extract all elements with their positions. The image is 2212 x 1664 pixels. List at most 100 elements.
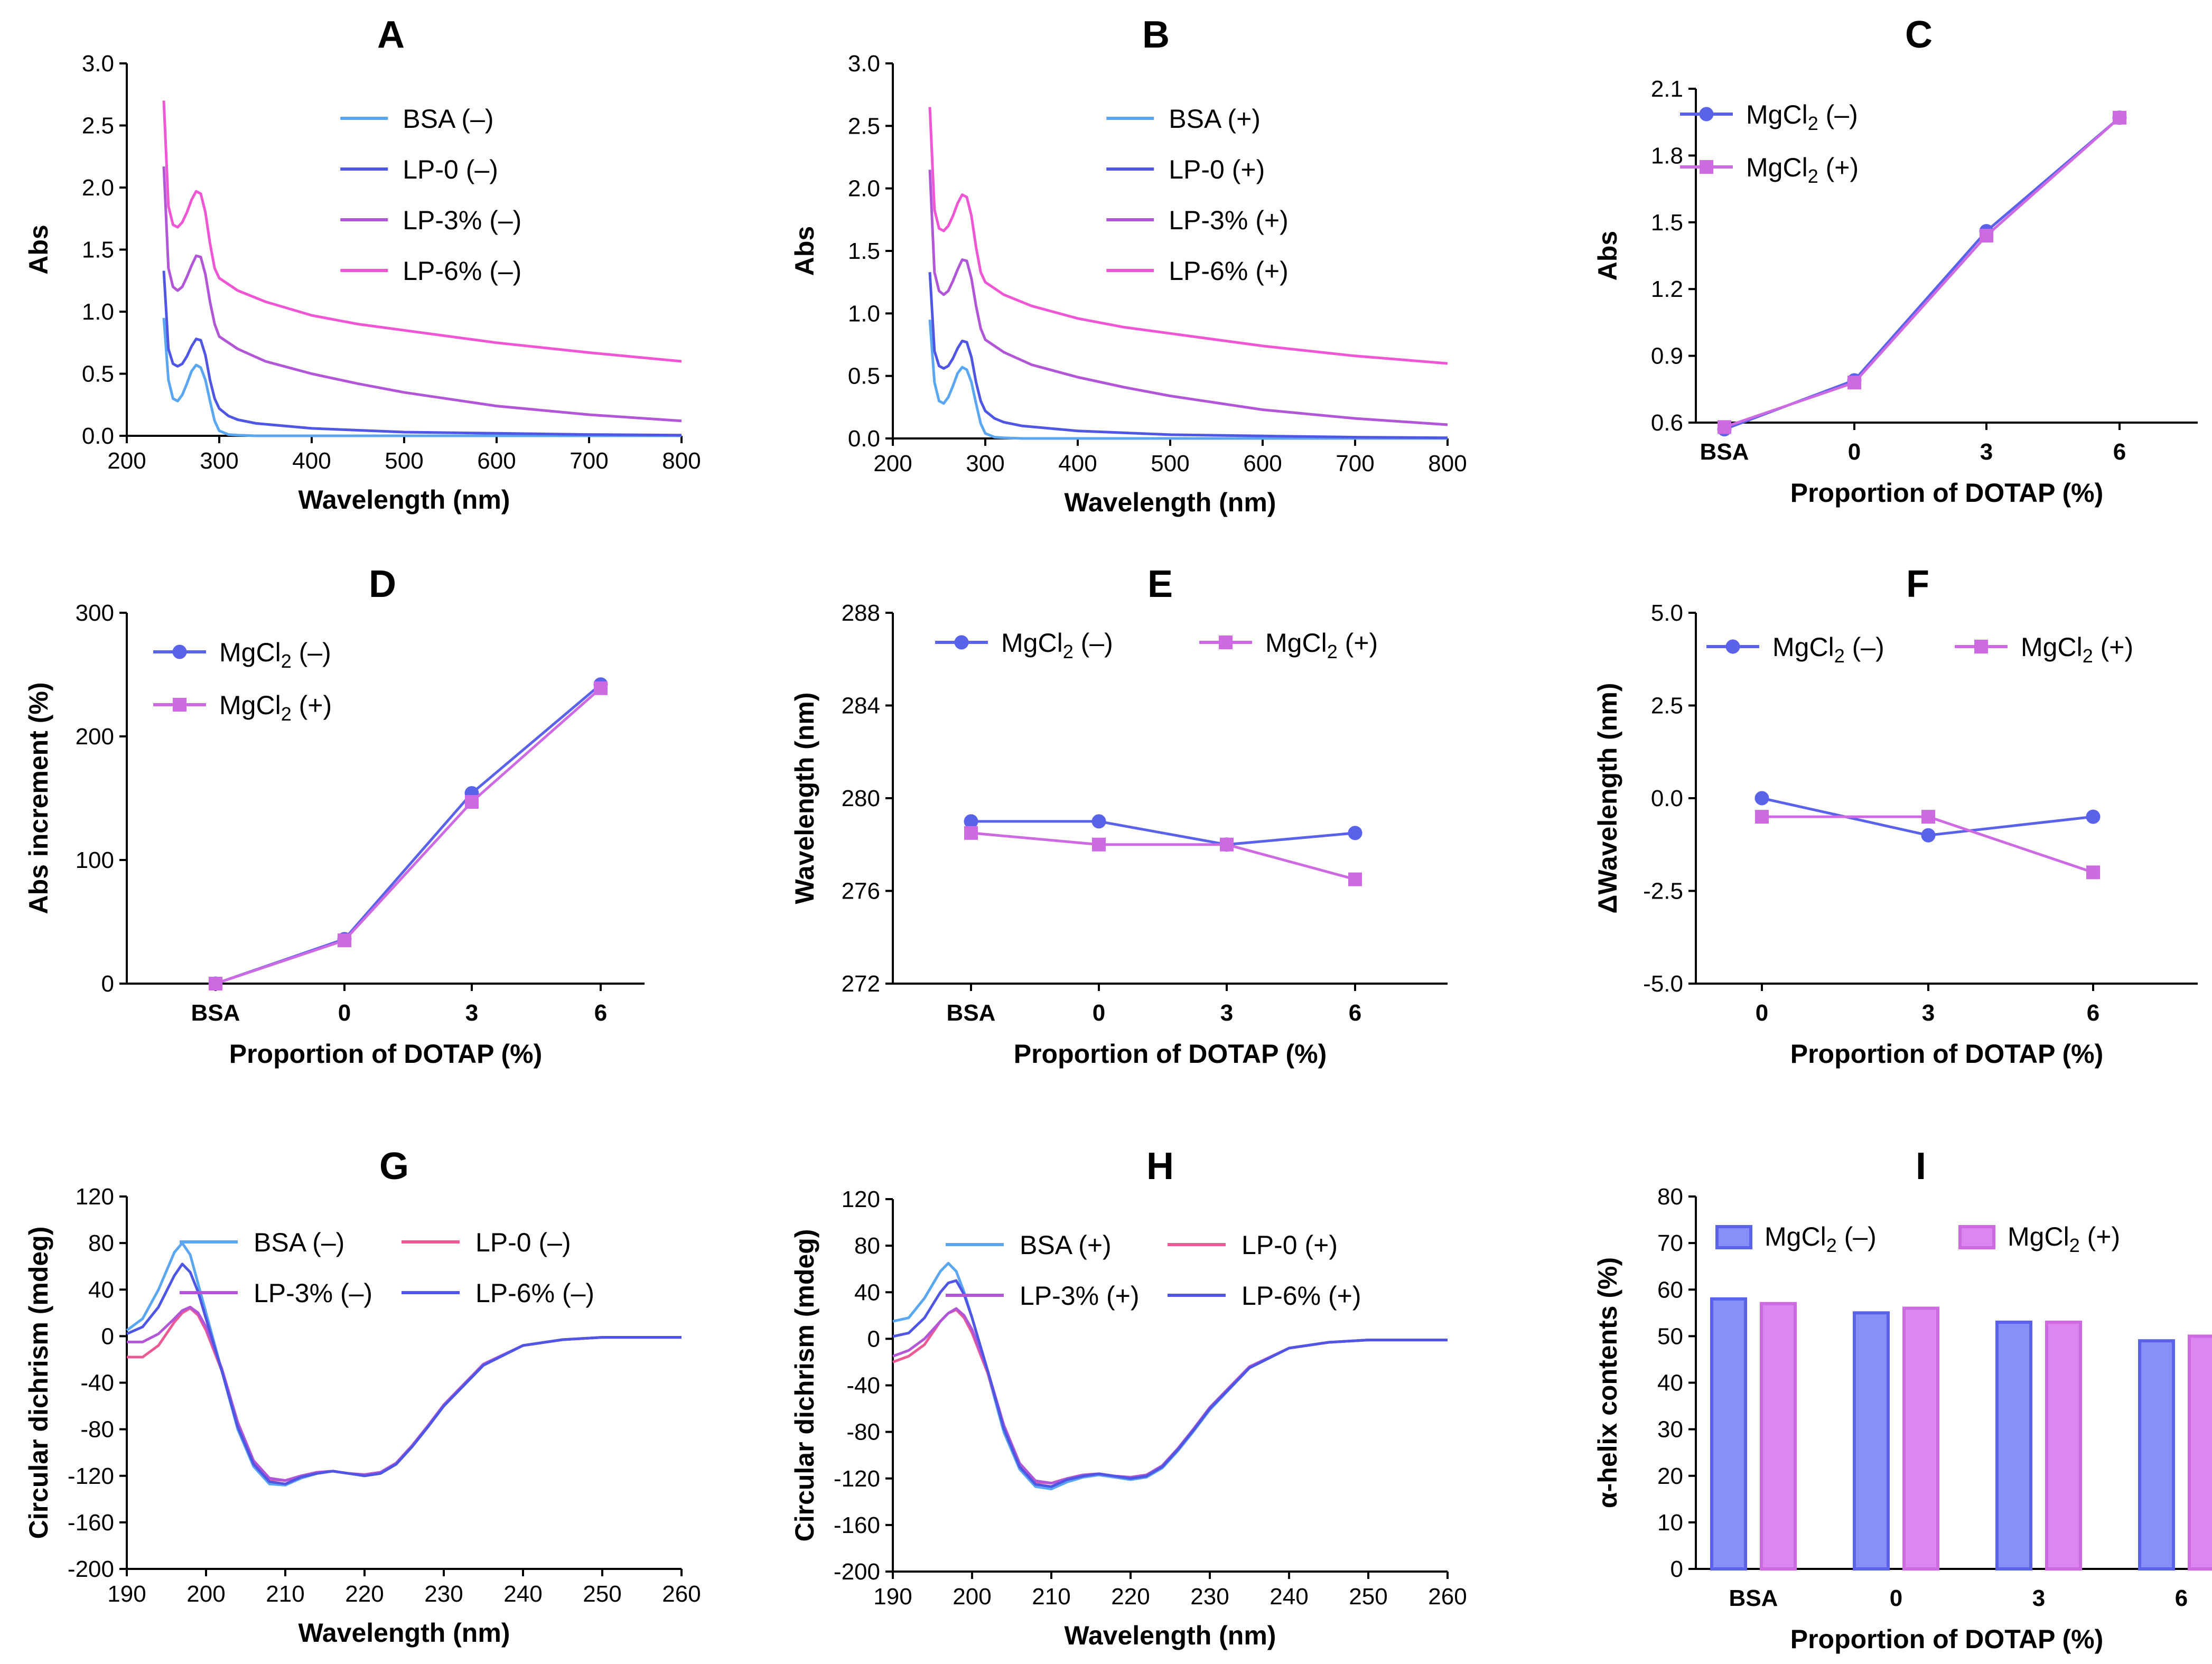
series-line [162, 317, 682, 437]
legend-label: LP-3% (+) [1020, 1281, 1139, 1311]
x-tick-label: 300 [966, 451, 1004, 476]
y-tick-label: -120 [68, 1463, 114, 1489]
x-axis-title: Wavelength (nm) [298, 485, 510, 515]
data-point-square [465, 795, 479, 809]
y-tick-label: 0.5 [82, 361, 114, 387]
y-tick-label: 40 [854, 1279, 880, 1305]
y-tick-label: 5.0 [1651, 600, 1683, 626]
series-line [928, 107, 1448, 365]
x-tick-label: 300 [200, 448, 238, 474]
series-line [162, 166, 682, 423]
legend-label: MgCl2 (+) [2008, 1222, 2120, 1256]
x-tick-label: 0 [338, 1000, 351, 1026]
legend-label: MgCl2 (+) [219, 690, 332, 725]
x-tick-label: 500 [1151, 451, 1189, 476]
legend-label: LP-0 (+) [1169, 155, 1265, 184]
x-tick-label: 0 [1848, 439, 1861, 465]
x-tick-label: 200 [107, 448, 146, 474]
y-axis-title: Circular dichrism (mdeg) [790, 1229, 819, 1542]
x-tick-label: 250 [1349, 1584, 1387, 1610]
y-tick-label: 2.5 [82, 113, 114, 139]
y-tick-label: 80 [854, 1233, 880, 1259]
bar [1902, 1306, 1939, 1570]
y-tick-label: 50 [1657, 1323, 1683, 1349]
data-point-circle [1754, 791, 1769, 806]
y-tick-label: 2.1 [1651, 76, 1683, 102]
y-tick-label: 1.5 [1651, 210, 1683, 236]
x-tick-label: 240 [1270, 1584, 1308, 1610]
series-line [126, 1241, 682, 1487]
y-tick-label: -200 [68, 1556, 114, 1582]
data-point-circle [1348, 826, 1362, 840]
x-tick-label: 700 [1336, 451, 1374, 476]
x-tick-label: 0 [1756, 1000, 1768, 1026]
bar [1710, 1297, 1747, 1570]
data-point-square [1755, 810, 1769, 824]
data-point-square [1980, 229, 1993, 243]
x-tick-label: 3 [1220, 1000, 1233, 1026]
panel-letter-G: G [379, 1145, 409, 1188]
panel-letter-F: F [1906, 563, 1929, 605]
x-axis-title: Proportion of DOTAP (%) [1014, 1039, 1327, 1069]
legend-label: MgCl2 (–) [219, 638, 331, 672]
y-tick-label: 0.6 [1651, 410, 1683, 436]
y-tick-label: 1.0 [848, 301, 880, 326]
y-tick-label: 1.0 [82, 299, 114, 325]
data-point-square [1220, 837, 1234, 852]
data-point-square [1700, 160, 1713, 174]
x-tick-label: 3 [465, 1000, 478, 1026]
x-tick-label: 6 [2087, 1000, 2099, 1026]
y-tick-label: 1.8 [1651, 143, 1683, 169]
x-tick-label: 240 [503, 1581, 542, 1607]
y-tick-label: 120 [76, 1184, 114, 1210]
legend-label: LP-6% (+) [1242, 1281, 1361, 1311]
y-tick-label: 70 [1657, 1230, 1683, 1256]
y-axis-title: Abs increment (%) [24, 683, 53, 914]
y-axis-title: Circular dichrism (mdeg) [24, 1227, 53, 1539]
data-point-square [1921, 810, 1935, 824]
x-tick-label: 3 [2032, 1585, 2045, 1611]
bar [2138, 1339, 2175, 1570]
series-line [970, 831, 1356, 881]
panel-G: -200 -160 -120 -80 -40 0 40 80 120 Circular dichr… [24, 1184, 701, 1648]
data-point-circle [1091, 814, 1106, 829]
x-tick-label: 800 [1428, 451, 1467, 476]
legend-label: BSA (–) [254, 1228, 344, 1257]
panel-letter-I: I [1916, 1145, 1926, 1188]
y-tick-label: 30 [1657, 1417, 1683, 1443]
x-axis-title: Proportion of DOTAP (%) [1790, 478, 2104, 508]
legend-label: BSA (+) [1020, 1230, 1112, 1260]
y-tick-label: 60 [1657, 1277, 1683, 1303]
series-line [1724, 116, 2121, 428]
y-tick-label: -160 [68, 1510, 114, 1536]
series-line [928, 272, 1448, 440]
data-point-square [209, 977, 222, 990]
x-tick-label: 800 [662, 448, 701, 474]
x-tick-label: 250 [583, 1581, 621, 1607]
y-axis-title: ΔWavelength (nm) [1593, 683, 1622, 914]
panel-letter-E: E [1147, 563, 1173, 605]
x-tick-label: 260 [1428, 1584, 1467, 1610]
series-line [162, 270, 682, 437]
y-tick-label: -5.0 [1643, 971, 1683, 997]
series-line [1762, 815, 2094, 874]
data-point-square [1219, 635, 1233, 649]
x-tick-label: 210 [266, 1581, 304, 1607]
y-tick-label: 100 [76, 847, 114, 873]
x-tick-label: 0 [1093, 1000, 1105, 1026]
panel-F: -5.0 -2.5 0.0 2.5 5.0 ΔWavelength (nm) 0 3 6 Prop… [1593, 600, 2198, 1069]
y-tick-label: -80 [846, 1419, 880, 1445]
y-tick-label: 0.5 [848, 363, 880, 389]
y-axis-title: α-helix contents (%) [1593, 1257, 1622, 1508]
bar [1995, 1320, 2032, 1570]
data-point-square [173, 698, 186, 712]
data-point-square [1974, 640, 1988, 653]
y-tick-label: 276 [842, 878, 880, 904]
y-tick-label: 20 [1657, 1463, 1683, 1489]
data-point-circle [172, 644, 187, 659]
legend-label: MgCl2 (–) [1746, 100, 1858, 134]
y-tick-label: 1.5 [848, 238, 880, 264]
y-tick-label: 40 [1657, 1370, 1683, 1396]
series-line [215, 683, 602, 985]
y-tick-label: 272 [842, 971, 880, 997]
